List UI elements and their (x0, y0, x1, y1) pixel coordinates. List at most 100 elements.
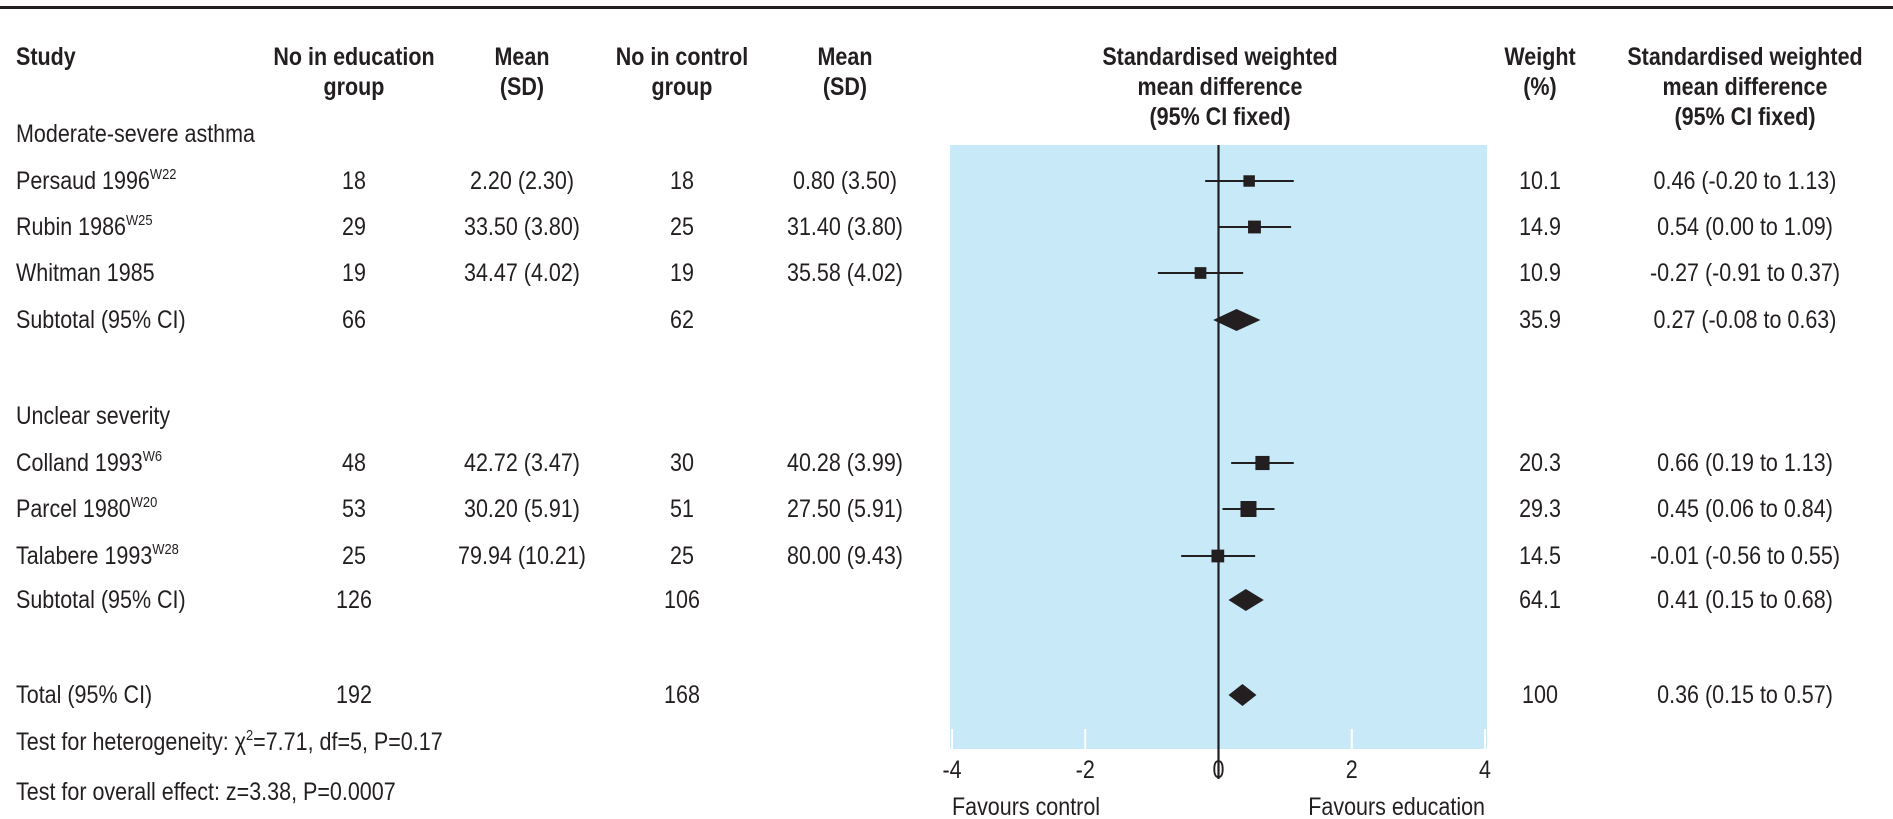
header-smd-l3: (95% CI fixed) (1674, 103, 1816, 131)
study-ref: W6 (142, 447, 163, 465)
n-education-value: 29 (342, 213, 366, 241)
weight-value: 10.1 (1519, 167, 1561, 195)
study-name-text: Talabere 1993 (16, 542, 153, 570)
tick-label: 2 (1346, 755, 1358, 783)
tick-label: 0 (1213, 755, 1225, 783)
header-smd-l1: Standardised weighted (1627, 43, 1863, 71)
smd-value: -0.27 (-0.91 to 0.37) (1649, 259, 1841, 287)
study-ref: W22 (149, 165, 177, 183)
tick-label: -4 (942, 755, 961, 783)
mean-education-value: 2.20 (2.30) (469, 167, 574, 195)
n-control-value: 25 (670, 213, 694, 241)
header-n-control-l1: No in control (615, 43, 749, 71)
n-education-value: 53 (342, 495, 366, 523)
smd-value: 0.46 (-0.20 to 1.13) (1653, 167, 1837, 195)
mean-control-value: 40.28 (3.99) (787, 449, 903, 477)
xlabel-favours-education: Favours education (1308, 792, 1485, 819)
header-n-education-l2: group (323, 73, 385, 101)
study-name-text: Persaud 1996 (16, 167, 150, 195)
n-education-value: 25 (342, 542, 366, 570)
smd-value: 0.66 (0.19 to 1.13) (1657, 449, 1833, 477)
mean-education-value: 33.50 (3.80) (464, 213, 580, 241)
subtotal-weight: 35.9 (1519, 306, 1561, 334)
tick-label: -2 (1076, 755, 1095, 783)
chi-exponent: 2 (245, 726, 254, 744)
group-label-unclear-severity: Unclear severity (16, 402, 171, 430)
header-mean-education-l1: Mean (494, 43, 550, 71)
n-education-value: 48 (342, 449, 366, 477)
overall-effect-test: Test for overall effect: z=3.38, P=0.000… (16, 778, 396, 806)
subtotal-label: Subtotal (95% CI) (16, 306, 186, 334)
plot-marks (1157, 175, 1294, 706)
mean-control-value: 27.50 (5.91) (787, 495, 903, 523)
mean-education-value: 42.72 (3.47) (464, 449, 580, 477)
summary-diamond (1213, 309, 1261, 331)
xlabel-favours-control: Favours control (952, 792, 1100, 819)
study-name-text: Whitman 1985 (16, 259, 155, 287)
n-control-value: 18 (670, 167, 694, 195)
study-ref: W25 (125, 211, 153, 229)
top-rule (0, 6, 1893, 9)
subtotal-smd: 0.27 (-0.08 to 0.63) (1653, 306, 1837, 334)
study-name-text: Parcel 1980 (16, 495, 131, 523)
header-mean-control-l2: (SD) (822, 73, 868, 101)
header-mean-control-l1: Mean (817, 43, 873, 71)
header-plot-l1: Standardised weighted (1102, 43, 1338, 71)
header-mean-education-l2: (SD) (499, 73, 545, 101)
mean-education-value: 30.20 (5.91) (464, 495, 580, 523)
subtotal-n-control: 106 (664, 586, 700, 614)
mean-control-value: 31.40 (3.80) (787, 213, 903, 241)
total-n-education: 192 (336, 681, 372, 709)
subtotal-n-education: 126 (336, 586, 372, 614)
group-label-moderate-severe: Moderate-severe asthma (16, 120, 255, 148)
study-name: Rubin 1986W25 (16, 212, 153, 242)
study-name: Colland 1993W6 (16, 448, 162, 478)
total-label: Total (95% CI) (16, 681, 153, 709)
study-name-text: Rubin 1986 (16, 213, 126, 241)
heterogeneity-prefix: Test for heterogeneity: (16, 728, 235, 756)
header-study: Study (16, 43, 76, 71)
total-smd: 0.36 (0.15 to 0.57) (1657, 681, 1833, 709)
point-estimate-square (1243, 175, 1255, 187)
n-control-value: 30 (670, 449, 694, 477)
weight-value: 29.3 (1519, 495, 1561, 523)
heterogeneity-test: Test for heterogeneity: χ2=7.71, df=5, P… (16, 727, 443, 757)
summary-diamond (1228, 684, 1257, 706)
subtotal-smd: 0.41 (0.15 to 0.68) (1657, 586, 1833, 614)
header-n-control-l2: group (651, 73, 713, 101)
header-plot-l3: (95% CI fixed) (1149, 103, 1291, 131)
weight-value: 14.5 (1519, 542, 1561, 570)
mean-control-value: 80.00 (9.43) (787, 542, 903, 570)
chi-symbol: χ (234, 728, 246, 756)
n-education-value: 19 (342, 259, 366, 287)
mean-education-value: 34.47 (4.02) (464, 259, 580, 287)
header-weight-l1: Weight (1504, 43, 1576, 71)
study-ref: W28 (152, 540, 179, 558)
mean-control-value: 35.58 (4.02) (787, 259, 903, 287)
mean-education-value: 79.94 (10.21) (458, 542, 586, 570)
n-control-value: 51 (670, 495, 694, 523)
subtotal-label: Subtotal (95% CI) (16, 586, 186, 614)
weight-value: 20.3 (1519, 449, 1561, 477)
header-n-education-l1: No in education (273, 43, 435, 71)
smd-value: -0.01 (-0.56 to 0.55) (1649, 542, 1841, 570)
header-smd-l2: mean difference (1662, 73, 1828, 101)
point-estimate-square (1240, 501, 1257, 517)
point-estimate-square (1211, 549, 1225, 563)
total-n-control: 168 (664, 681, 700, 709)
study-name: Whitman 1985 (16, 258, 155, 288)
smd-value: 0.54 (0.00 to 1.09) (1657, 213, 1833, 241)
tick-label: 4 (1479, 755, 1491, 783)
subtotal-weight: 64.1 (1519, 586, 1561, 614)
mean-control-value: 0.80 (3.50) (792, 167, 897, 195)
header-weight-l2: (%) (1523, 73, 1557, 101)
n-control-value: 25 (670, 542, 694, 570)
subtotal-n-control: 62 (670, 306, 694, 334)
header-plot-l2: mean difference (1137, 73, 1303, 101)
point-estimate-square (1255, 455, 1270, 471)
n-control-value: 19 (670, 259, 694, 287)
point-estimate-square (1248, 220, 1261, 234)
study-name: Talabere 1993W28 (16, 541, 179, 571)
total-weight: 100 (1522, 681, 1558, 709)
